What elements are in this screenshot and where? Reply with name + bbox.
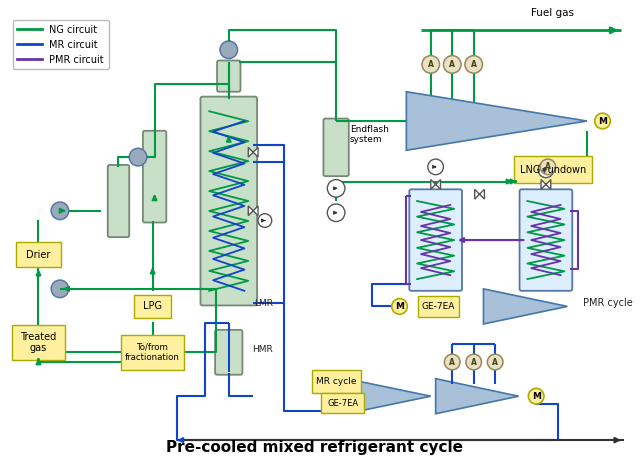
FancyBboxPatch shape xyxy=(134,295,171,318)
Polygon shape xyxy=(436,379,519,414)
Circle shape xyxy=(594,113,611,129)
Text: A: A xyxy=(428,60,434,69)
Text: LNG rundown: LNG rundown xyxy=(519,165,586,175)
Circle shape xyxy=(538,162,553,177)
Text: GE-7EA: GE-7EA xyxy=(422,302,455,311)
FancyBboxPatch shape xyxy=(121,335,184,370)
Text: Pre-cooled mixed refrigerant cycle: Pre-cooled mixed refrigerant cycle xyxy=(166,440,463,455)
Text: M: M xyxy=(598,116,607,125)
Text: GE-7EA: GE-7EA xyxy=(327,399,358,408)
Text: HMR: HMR xyxy=(252,345,273,354)
FancyBboxPatch shape xyxy=(324,119,349,176)
Text: Endflash
system: Endflash system xyxy=(350,125,388,144)
Polygon shape xyxy=(474,189,485,199)
Polygon shape xyxy=(248,148,258,157)
Text: M: M xyxy=(395,302,404,311)
Polygon shape xyxy=(541,180,551,189)
Circle shape xyxy=(51,280,69,298)
Text: Treated
gas: Treated gas xyxy=(21,332,56,353)
Text: A: A xyxy=(545,162,551,171)
Circle shape xyxy=(327,204,345,221)
Circle shape xyxy=(540,159,556,175)
FancyBboxPatch shape xyxy=(200,96,257,306)
Circle shape xyxy=(444,56,461,73)
Circle shape xyxy=(487,354,503,370)
FancyBboxPatch shape xyxy=(514,156,592,184)
Text: LMR: LMR xyxy=(254,299,273,308)
Text: M: M xyxy=(532,392,541,401)
Circle shape xyxy=(428,159,444,175)
Text: LPG: LPG xyxy=(143,301,162,311)
FancyBboxPatch shape xyxy=(12,325,65,360)
FancyBboxPatch shape xyxy=(418,296,459,317)
Circle shape xyxy=(528,388,544,404)
Circle shape xyxy=(466,354,482,370)
Circle shape xyxy=(392,298,407,314)
Polygon shape xyxy=(406,92,587,150)
Text: A: A xyxy=(449,358,455,367)
Text: Drier: Drier xyxy=(26,250,51,260)
FancyBboxPatch shape xyxy=(16,242,61,267)
Circle shape xyxy=(422,56,440,73)
Legend: NG circuit, MR circuit, PMR circuit: NG circuit, MR circuit, PMR circuit xyxy=(12,20,109,70)
Polygon shape xyxy=(351,380,431,413)
Text: To/from
fractionation: To/from fractionation xyxy=(125,342,180,362)
Circle shape xyxy=(465,56,483,73)
Text: A: A xyxy=(492,358,498,367)
FancyBboxPatch shape xyxy=(143,131,166,222)
FancyBboxPatch shape xyxy=(217,61,241,92)
Polygon shape xyxy=(483,289,568,324)
FancyBboxPatch shape xyxy=(410,189,462,291)
Circle shape xyxy=(258,214,272,228)
FancyBboxPatch shape xyxy=(108,165,129,237)
FancyBboxPatch shape xyxy=(322,393,365,413)
Circle shape xyxy=(129,149,147,166)
FancyBboxPatch shape xyxy=(215,330,243,375)
Circle shape xyxy=(220,41,238,59)
Circle shape xyxy=(51,202,69,219)
Polygon shape xyxy=(431,180,440,189)
Polygon shape xyxy=(248,206,258,216)
Circle shape xyxy=(444,354,460,370)
Text: A: A xyxy=(449,60,455,69)
Text: A: A xyxy=(471,358,476,367)
FancyBboxPatch shape xyxy=(312,370,361,393)
FancyBboxPatch shape xyxy=(519,189,572,291)
Text: A: A xyxy=(471,60,476,69)
Text: Fuel gas: Fuel gas xyxy=(531,8,574,18)
Text: MR cycle: MR cycle xyxy=(316,377,356,386)
Text: PMR cycle: PMR cycle xyxy=(583,298,633,308)
Circle shape xyxy=(327,180,345,197)
